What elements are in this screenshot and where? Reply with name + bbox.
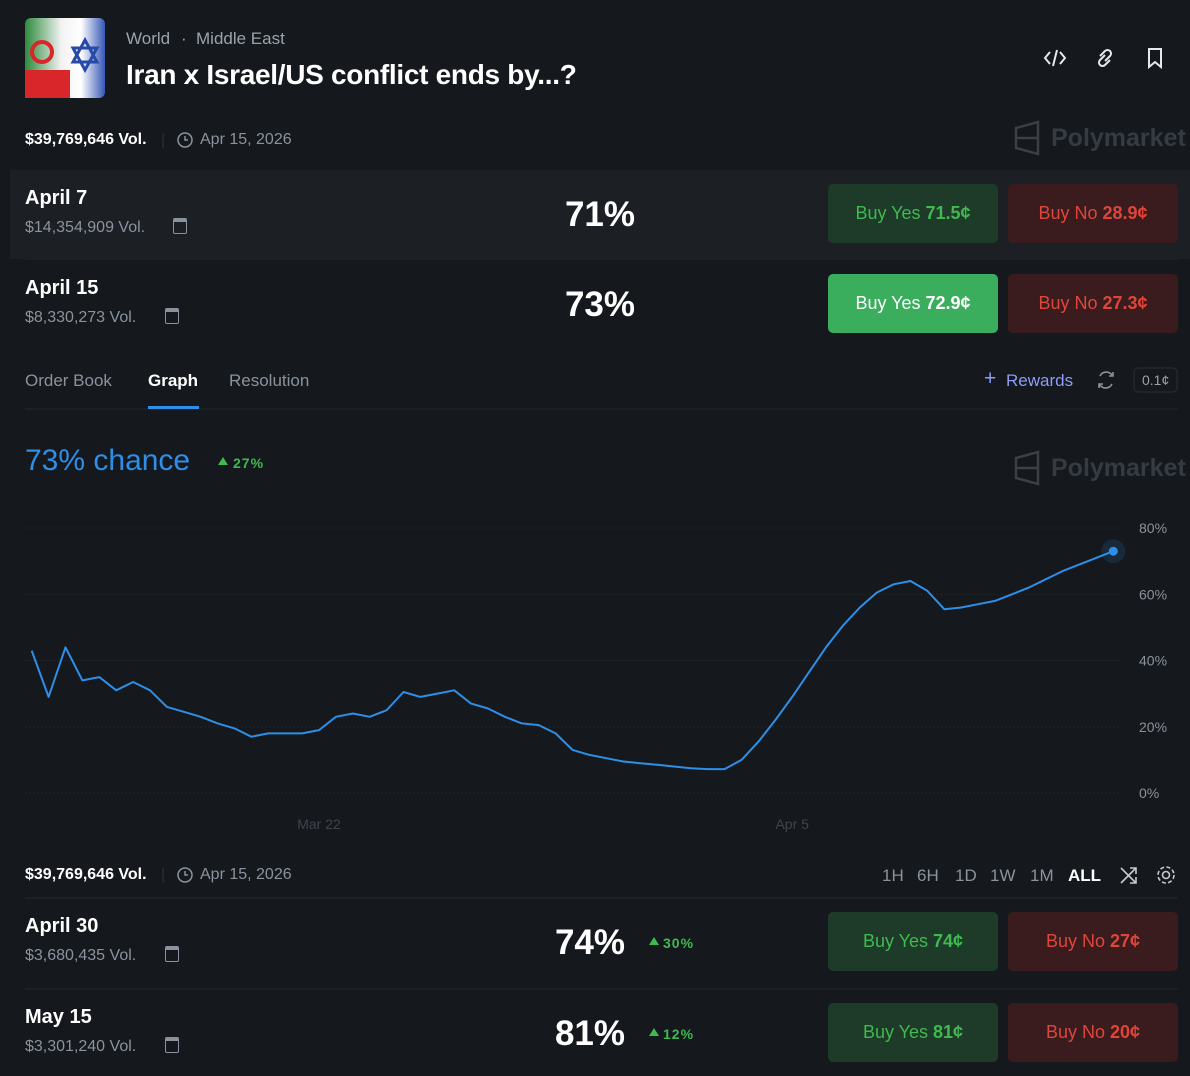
tick-size: 0.1¢ [1142,372,1170,388]
y-tick-label: 40% [1139,653,1167,669]
buy-no-button[interactable]: Buy No 28.9¢ [1008,184,1178,243]
button-label: Buy Yes [855,293,921,313]
buy-yes-button[interactable]: Buy Yes 71.5¢ [828,184,998,243]
tab[interactable]: Order Book [25,371,112,390]
button-price: 20¢ [1109,1022,1141,1042]
range-button[interactable]: 6H [917,866,939,885]
market-chance: 81% [554,1014,626,1053]
button-label: Buy No [1038,203,1098,223]
button-price: 71.5¢ [925,203,971,223]
end-date: Apr 15, 2026 [200,866,292,883]
market-date: April 15 [25,277,99,299]
price-line [30,550,1114,771]
change-arrow [218,457,228,465]
button-label: Buy No [1038,293,1098,313]
rewards[interactable]: Rewards [1006,371,1074,390]
button-price: 28.9¢ [1102,203,1148,223]
gift-icon [164,308,179,324]
change-arrow [649,1028,659,1036]
button-label: Buy No [1045,1022,1105,1042]
tab[interactable]: Resolution [229,371,310,390]
button-label: Buy No [1045,931,1105,951]
chart-change: 27% [233,455,265,471]
brand-logo [1014,120,1040,486]
button-price: 27.3¢ [1102,293,1148,313]
volume: $39,769,646 Vol. [25,131,147,148]
market-chance: 73% [564,285,636,324]
buy-no-button[interactable]: Buy No 27¢ [1008,912,1178,971]
y-tick-label: 60% [1139,586,1167,602]
button-label: Buy Yes [855,203,921,223]
breadcrumb[interactable]: Middle East [196,29,285,48]
button-price: 72.9¢ [925,293,971,313]
buy-yes-button[interactable]: Buy Yes 74¢ [828,912,998,971]
market-date: May 15 [25,1006,92,1028]
buy-no-button[interactable]: Buy No 27.3¢ [1008,274,1178,333]
end-date: Apr 15, 2026 [200,131,292,148]
market-chance: 74% [554,923,626,962]
title: Iran x Israel/US conflict ends by...? [126,59,577,90]
tab-underline [148,406,199,409]
buy-yes-button[interactable]: Buy Yes 72.9¢ [828,274,998,333]
market-date: April 7 [25,187,88,209]
tab[interactable]: Graph [148,371,199,390]
clock-icons [177,132,193,883]
market-volume: $8,330,273 Vol. [25,309,137,326]
brand: Polymarket [1051,454,1186,482]
tick-size-box[interactable] [1133,367,1178,393]
gift-icon [164,1037,179,1053]
button-label: Buy Yes [862,1022,928,1042]
y-tick-label: 0% [1139,785,1159,801]
market-icon [25,18,105,98]
market-date: April 30 [25,915,99,937]
range-button[interactable]: 1D [955,866,977,885]
breadcrumb[interactable]: World [126,29,171,48]
range-button[interactable]: 1W [990,866,1016,885]
chart-title: 73% chance [25,444,191,477]
market-change: 30% [663,935,695,951]
breadcrumb-dot: · [181,29,187,48]
header-actions[interactable] [1043,48,1162,70]
y-tick-label: 80% [1139,520,1167,536]
x-tick-label: Apr 5 [775,816,809,832]
change-arrow [649,937,659,945]
market-chance: 71% [564,195,636,234]
market-change: 12% [663,1026,695,1042]
volume: $39,769,646 Vol. [25,866,147,883]
button-price: 74¢ [933,931,964,951]
range-button[interactable]: ALL [1068,866,1102,885]
tool-icons[interactable] [1098,371,1175,884]
button-price: 81¢ [933,1022,964,1042]
rewards-plus: + [984,367,997,390]
button-label: Buy Yes [862,931,928,951]
market-volume: $14,354,909 Vol. [25,219,146,236]
buy-yes-button[interactable]: Buy Yes 81¢ [828,1003,998,1062]
button-price: 27¢ [1109,931,1141,951]
y-tick-label: 20% [1139,719,1167,735]
brand: Polymarket [1051,124,1186,152]
chart: 0% 20% 40% 60% 80% Mar 22 Apr 5 [25,520,1167,832]
gift-icon [173,218,188,234]
market-volume: $3,301,240 Vol. [25,1038,137,1055]
range-button[interactable]: 1H [882,866,904,885]
range-button[interactable]: 1M [1030,866,1054,885]
x-tick-label: Mar 22 [297,816,341,832]
end-point [1108,546,1118,556]
gift-icon [164,946,179,962]
buy-no-button[interactable]: Buy No 20¢ [1008,1003,1178,1062]
market-volume: $3,680,435 Vol. [25,947,137,964]
